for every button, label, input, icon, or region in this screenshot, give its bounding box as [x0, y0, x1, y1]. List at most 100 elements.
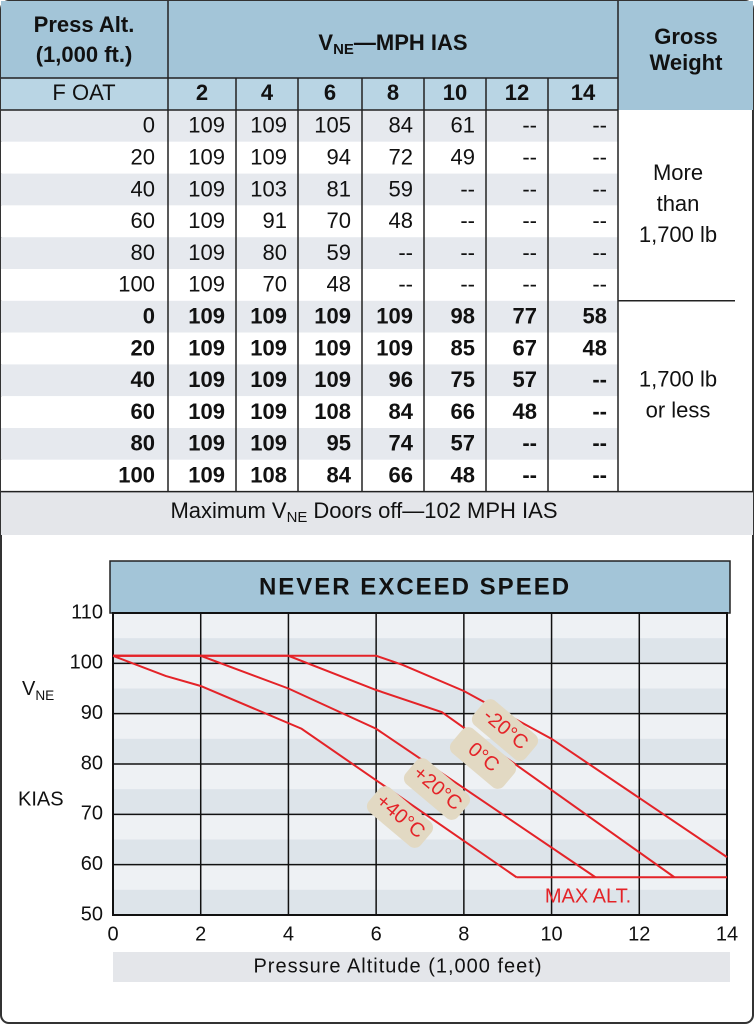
cell: 100 — [118, 463, 155, 488]
cell: -- — [522, 431, 537, 456]
column-header: 2 — [196, 80, 208, 105]
row-bg — [1, 237, 618, 269]
column-header: 6 — [324, 80, 336, 105]
label: VNE — [22, 678, 54, 702]
weight-label: 1,700 lb — [639, 222, 717, 247]
cell: -- — [592, 113, 607, 138]
cell: 84 — [389, 399, 414, 424]
column-header: Weight — [650, 50, 724, 75]
x-tick-label: 2 — [195, 923, 206, 945]
cell: 67 — [513, 335, 537, 360]
column-header: Press Alt. — [34, 12, 135, 37]
cell: 77 — [513, 304, 537, 329]
x-tick-label: 6 — [371, 923, 382, 945]
column-header: 14 — [571, 80, 596, 105]
text-part: V — [22, 678, 36, 700]
row-bg — [1, 428, 618, 460]
cell: 84 — [327, 463, 352, 488]
cell: 70 — [263, 272, 287, 297]
cell: 109 — [314, 367, 351, 392]
cell: -- — [592, 431, 607, 456]
cell: -- — [398, 272, 413, 297]
cell: 20 — [131, 145, 155, 170]
x-tick-label: 0 — [107, 923, 118, 945]
cell: 91 — [263, 208, 287, 233]
y-tick-label: 90 — [81, 702, 103, 724]
cell: 109 — [188, 431, 225, 456]
series-line — [113, 654, 596, 879]
cell: 72 — [389, 145, 413, 170]
cell: 109 — [376, 304, 413, 329]
y-tick-label: 70 — [81, 803, 103, 825]
cell: -- — [460, 176, 475, 201]
cell: 0 — [143, 113, 155, 138]
footer-bg — [1, 491, 753, 535]
cell: -- — [522, 145, 537, 170]
cell: 58 — [583, 304, 607, 329]
cell: -- — [522, 176, 537, 201]
weight-label: 1,700 lb — [639, 367, 717, 392]
cell: 109 — [188, 272, 225, 297]
y-tick-label: 100 — [70, 652, 103, 674]
row-bg — [1, 269, 618, 301]
row-bg — [1, 205, 618, 238]
x-tick-label: 14 — [716, 923, 738, 945]
text-part: NE — [287, 509, 308, 526]
cell: 109 — [376, 335, 413, 360]
cell: -- — [522, 240, 537, 265]
text-part: NE — [35, 688, 54, 703]
cell: 40 — [131, 367, 155, 392]
cell: -- — [592, 145, 607, 170]
cell: 109 — [188, 240, 225, 265]
cell: 75 — [451, 367, 475, 392]
cell: -- — [592, 399, 607, 424]
cell: 109 — [188, 367, 225, 392]
cell: 96 — [389, 367, 413, 392]
tag-box — [403, 758, 471, 820]
cell: 109 — [188, 399, 225, 424]
cell: -- — [592, 208, 607, 233]
cell: 109 — [314, 304, 351, 329]
text-part: Maximum V — [170, 498, 286, 523]
cell: 109 — [250, 431, 287, 456]
cell: 60 — [131, 208, 155, 233]
cell: 105 — [314, 113, 351, 138]
cell: 57 — [513, 367, 537, 392]
text-part: NE — [333, 41, 354, 58]
tag-box — [471, 699, 539, 761]
y-tick-label: 60 — [81, 853, 103, 875]
cell: 80 — [263, 240, 287, 265]
cell: 59 — [327, 240, 351, 265]
column-header: 12 — [505, 80, 529, 105]
column-header: 4 — [261, 80, 274, 105]
cell: -- — [592, 176, 607, 201]
cell: 109 — [188, 176, 225, 201]
cell: 57 — [451, 431, 475, 456]
cell: 109 — [188, 113, 225, 138]
cell: -- — [522, 208, 537, 233]
cell: 109 — [314, 335, 351, 360]
cell: 109 — [250, 304, 287, 329]
weight-label: More — [653, 160, 703, 185]
y-tick-label: 50 — [81, 903, 103, 925]
cell: -- — [398, 240, 413, 265]
cell: 60 — [131, 399, 155, 424]
cell: 70 — [327, 208, 351, 233]
plot-stripe — [113, 613, 727, 639]
plot-stripe — [113, 713, 727, 739]
cell: 61 — [451, 113, 475, 138]
column-header: 10 — [443, 80, 467, 105]
row-bg — [1, 300, 618, 333]
cell: 80 — [131, 431, 155, 456]
cell: 109 — [188, 208, 225, 233]
x-label-bg — [113, 952, 730, 982]
cell: 109 — [250, 113, 287, 138]
cell: -- — [592, 240, 607, 265]
cell: 84 — [389, 113, 413, 138]
cell: 49 — [451, 145, 475, 170]
text-part: Doors off—102 MPH IAS — [313, 498, 557, 523]
cell: 109 — [188, 335, 225, 360]
subheader-bg — [1, 78, 618, 110]
series-line — [113, 654, 675, 879]
label: VNE—MPH IAS — [318, 30, 467, 58]
